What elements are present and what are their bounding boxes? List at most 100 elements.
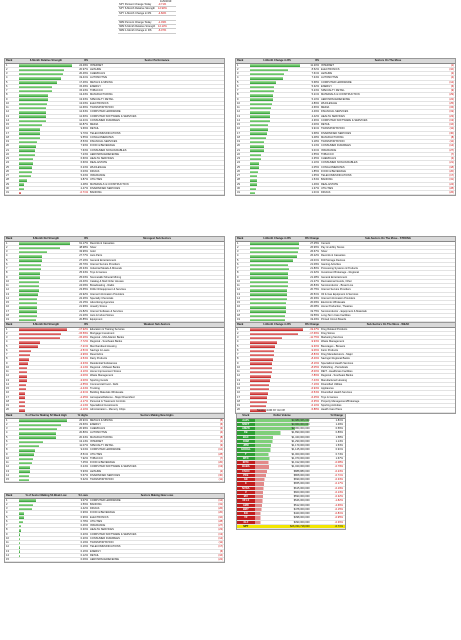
stock-row[interactable]: V $600,000,000 -0.13%	[237, 490, 345, 496]
stock-row[interactable]: NFLX $546,000,000 -1.82%	[237, 499, 345, 504]
table-row[interactable]: 3 20.46% CHEMICALS	[5, 72, 224, 77]
table-row[interactable]: 5 -7.21% Merchandised Housing	[5, 345, 224, 349]
table-row[interactable]: 4 7.34% AUTOMOTIVE (4)	[236, 76, 455, 81]
table-row[interactable]: 16 3.91% TRANSPORTATION (11)	[236, 127, 455, 132]
table-row[interactable]: 6 21.09% Gaming Activities	[236, 263, 455, 268]
table-row[interactable]: 10 -3.14% Regional - Midwest Banks	[5, 366, 224, 371]
table-row[interactable]: 13 -3.00% Sporting Goods	[5, 379, 224, 383]
table-row[interactable]: 1 3.07% COMPUTER HARDWARE (12)	[5, 499, 224, 503]
table-row[interactable]: 11 7.45% FOOD & BEVERAGE (20)	[5, 461, 224, 466]
table-row[interactable]: 2 -17.66% Drug Stores	[236, 332, 455, 337]
stock-row[interactable]: MSFT $3,960,000,000 1.49%	[237, 422, 345, 428]
table-row[interactable]: 15 -2.44% Trucking	[5, 387, 224, 392]
table-row[interactable]: 8 0.30% HEALTH SERVICES (23)	[5, 528, 224, 533]
table-row[interactable]: 15 22.15% Advertising Agencies	[5, 301, 224, 306]
table-row[interactable]: 18 -2.17% Personal & Treatment Controls	[5, 400, 224, 405]
stock-row[interactable]: GE $699,000,000 -0.33%	[237, 478, 345, 483]
table-row[interactable]: 4 0.99% FOOD & BEVERAGE (20)	[5, 511, 224, 516]
table-row[interactable]: 4 19.41% AUTOMOTIVE	[5, 76, 224, 81]
table-row[interactable]: 16 9.69% RETAIL	[5, 127, 224, 132]
table-row[interactable]: 1 -19.47% Drug Related Products	[236, 328, 455, 332]
table-row[interactable]: 17 9.70% TELECOMMUNICATIONS	[5, 132, 224, 136]
table-row[interactable]: 12 4.49% FINANCIAL SERVICES (19)	[236, 110, 455, 115]
table-row[interactable]: 11 20.84% Semiconductor - Broad Line	[236, 284, 455, 289]
table-row[interactable]: 13 4.42% HEALTH SERVICES (23)	[236, 115, 455, 119]
table-row[interactable]: 4 20.80% AUTOMOTIVE (4)	[5, 431, 224, 436]
table-row[interactable]: 15 5.32% TRANSPORTATION (11)	[5, 478, 224, 483]
table-row[interactable]: 31 1.01% DRUGS (26)	[236, 191, 455, 196]
table-row[interactable]: 7 26.34% Industrial Metals & Minerals	[5, 267, 224, 272]
stock-row[interactable]: JPM $1,179,000,000 1.53%	[237, 444, 345, 449]
table-row[interactable]: 12 -7.89% Regional - Southeast Banks	[236, 374, 455, 379]
table-row[interactable]: 20 7.93% FOOD & BEVERAGE	[5, 144, 224, 149]
table-row[interactable]: 13 12.60% COMPUTER SOFTWARE & SERVICES	[5, 115, 224, 119]
table-row[interactable]: 11 4.66% MEDIA (15)	[236, 106, 455, 111]
table-row[interactable]: 7 5.23% SPECIALTY RETAIL (9)	[236, 89, 455, 94]
table-row[interactable]: 17 3.68% DIVERSIFIED SERVICES (30)	[236, 132, 455, 136]
table-row[interactable]: 14 -7.19% Diversified Utilities	[236, 383, 455, 388]
table-row[interactable]: 5 -9.30% Beverages - Brewers	[236, 345, 455, 349]
table-row[interactable]: 12 -3.00% Waste Management	[5, 374, 224, 379]
table-row[interactable]: 9 21.28% General Entertainment	[236, 276, 455, 280]
table-row[interactable]: 3 2.42% DRUGS (26)	[5, 507, 224, 512]
table-row[interactable]: 20 -5.88% Health Care Plans	[236, 408, 455, 413]
table-row[interactable]: 10 7.92% TOBACCO (7)	[5, 457, 224, 462]
table-row[interactable]: 4 27.77% Auto Parts	[5, 254, 224, 259]
table-row[interactable]: 3 -15.26% Regional - Mid-Atlantic Banks	[5, 336, 224, 341]
stock-row[interactable]: BABA $1,020,000,000 -0.79%	[237, 465, 345, 470]
table-row[interactable]: 23 6.60% HEALTH SERVICES	[5, 157, 224, 162]
table-row[interactable]: 2 20.97% LEISURE	[5, 68, 224, 73]
table-row[interactable]: 9 5.10% AEROSPACE/DEFENSE (22)	[236, 98, 455, 102]
table-row[interactable]: 6 15.49% ENERGY	[5, 85, 224, 90]
table-row[interactable]: 6 26.70% Internet Service Providers	[5, 263, 224, 268]
table-row[interactable]: 25 6.23% WHOLESALE	[5, 166, 224, 170]
table-row[interactable]: 14 4.36% COMPUTER SOFTWARE & SERVICES (13)	[236, 119, 455, 124]
table-row[interactable]: 25 2.05% CONGLOMERATES (18)	[236, 166, 455, 170]
table-row[interactable]: 12 6.24% COMPUTER SOFTWARE & SERVICES (13)	[5, 465, 224, 470]
table-row[interactable]: 10 13.03% ELECTRONICS	[5, 102, 224, 107]
stock-row[interactable]: AMD $512,000,000 -2.66%	[237, 503, 345, 508]
table-row[interactable]: 26 6.03% DRUGS	[5, 170, 224, 175]
table-row[interactable]: 7 15.23% TOBACCO	[5, 89, 224, 94]
table-row[interactable]: 19 -2.14% Specialized Investments	[5, 404, 224, 409]
table-row[interactable]: 4 -7.72% Regional - Southeast Banks	[5, 340, 224, 345]
table-row[interactable]: 14 22.26% Specialty Chemicals	[5, 297, 224, 302]
table-row[interactable]: 18 -6.35% Property Management/Brokerage	[236, 400, 455, 405]
table-row[interactable]: 3 33.96% Gold	[5, 250, 224, 255]
table-row[interactable]: 20 3.13% CONSUMER DURABLES (14)	[236, 144, 455, 149]
table-row[interactable]: 27 1.65% TELECOMMUNICATIONS (17)	[236, 174, 455, 179]
table-row[interactable]: 19 3.18% TRANSPORTATION (11)	[236, 140, 455, 145]
table-row[interactable]: 2 2.59% BANKING (31)	[5, 503, 224, 508]
table-row[interactable]: 14 12.41% CONSUMER DURABLES	[5, 119, 224, 124]
table-row[interactable]: 14 0.12% RETAIL (16)	[5, 554, 224, 559]
table-row[interactable]: 6 13.14% INTERNET (1)	[5, 440, 224, 445]
table-row[interactable]: 21 3.01% INSURANCE (27)	[236, 149, 455, 153]
table-row[interactable]: 15 -6.93% Appliances	[236, 387, 455, 392]
stock-row[interactable]: SPY $26,334,718,000 -0.71%	[237, 524, 345, 530]
stock-row[interactable]: XLF $390,000,000 -0.36%	[237, 520, 345, 525]
stock-row[interactable]: XOM $1,290,000,000 1.14%	[237, 439, 345, 445]
table-row[interactable]: 19 20.85% Equipment	[5, 318, 224, 323]
stock-row[interactable]: KO $420,000,000 -0.81%	[237, 512, 345, 517]
table-row[interactable]: 1 11.20% INTERNET (1)	[236, 64, 455, 68]
table-row[interactable]: 26 1.85% FOOD & BEVERAGE (20)	[236, 170, 455, 175]
table-row[interactable]: 15 0.09% AEROSPACE/DEFENSE (22)	[5, 558, 224, 563]
stock-row[interactable]: BAC $1,340,000,000 1.58%	[237, 435, 345, 440]
table-row[interactable]: 18 9.55% CONGLOMERATES	[5, 136, 224, 141]
table-row[interactable]: 17 21.82% Internet Software & Services	[5, 310, 224, 314]
table-row[interactable]: 21 7.63% CONSUMER NON-DURABLES	[5, 149, 224, 153]
table-row[interactable]: 29 1.49% REAL ESTATE (24)	[236, 183, 455, 187]
table-row[interactable]: 19 -6.10% Sporting Activities	[236, 404, 455, 409]
table-row[interactable]: 1 24.49% INTERNET	[5, 64, 224, 68]
table-row[interactable]: 10 24.40% Catalog & Mail Order Houses	[5, 280, 224, 285]
stock-row[interactable]: AMZN $2,950,000,000 0.56%	[237, 427, 345, 432]
table-row[interactable]: 9 25.03% Nonmetallic Mineral Mining	[5, 276, 224, 280]
table-row[interactable]: 2 23.60% ENERGY (6)	[5, 423, 224, 428]
table-row[interactable]: 27 5.43% INSURANCE	[5, 174, 224, 179]
table-row[interactable]: 2 8.52% ELECTRONICS (10)	[236, 68, 455, 73]
table-row[interactable]: 12 20.75% Internet Service Providers	[236, 288, 455, 293]
table-row[interactable]: 14 -2.55% Commercial Food - Debt	[5, 383, 224, 388]
table-row[interactable]: 6 5.32% ENERGY (6)	[236, 85, 455, 90]
stock-row[interactable]: C $655,000,000 -0.17%	[237, 482, 345, 487]
table-row[interactable]: 6 0.78% UTILITIES (28)	[5, 520, 224, 525]
